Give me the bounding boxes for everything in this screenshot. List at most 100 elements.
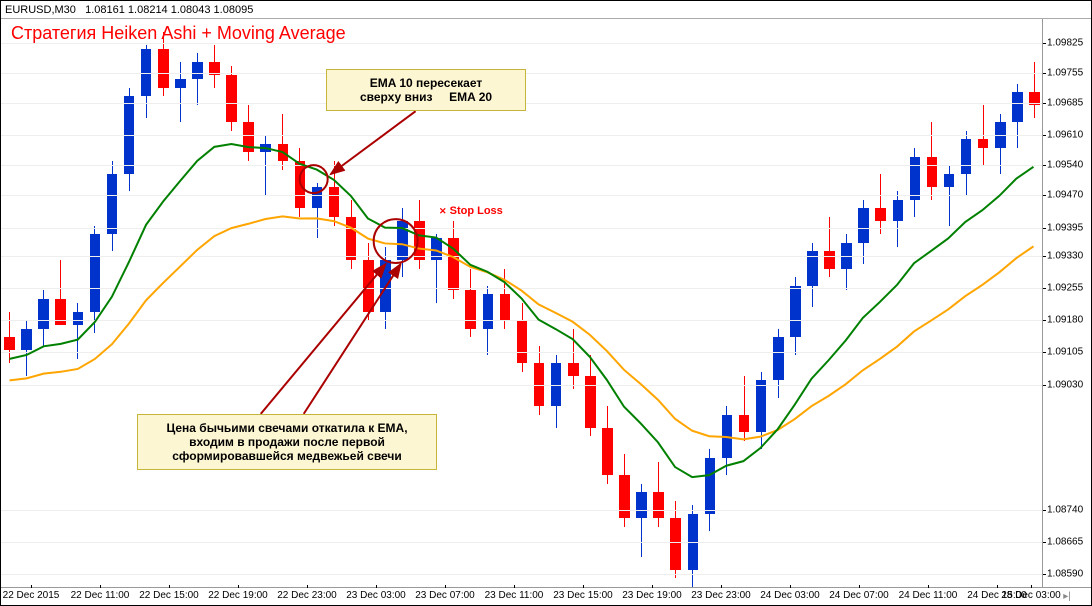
callout-line: EMA 20: [449, 90, 492, 104]
y-axis-label: 1.09540: [1047, 160, 1083, 171]
candle-body: [295, 161, 306, 208]
candle-body: [1012, 92, 1023, 122]
x-axis-label: 23 Dec 15:00: [553, 590, 613, 601]
y-axis-label: 1.09180: [1047, 315, 1083, 326]
candle-body: [619, 475, 630, 518]
y-axis-label: 1.08740: [1047, 504, 1083, 515]
candle-body: [893, 200, 904, 222]
candle-body: [517, 320, 528, 363]
x-axis-label: 22 Dec 2015: [3, 590, 60, 601]
candle-body: [944, 174, 955, 187]
candle-body: [722, 415, 733, 458]
candle-body: [175, 79, 186, 88]
candle-body: [705, 458, 716, 514]
x-axis-label: 23 Dec 19:00: [622, 590, 682, 601]
y-axis-label: 1.09470: [1047, 190, 1083, 201]
x-axis-label: 22 Dec 19:00: [208, 590, 268, 601]
candle-body: [73, 312, 84, 325]
x-axis-label: 23 Dec 03:00: [346, 590, 406, 601]
chart-title: Стратегия Heiken Ashi + Moving Average: [11, 23, 346, 44]
x-axis: 22 Dec 2015 22 Dec 11:00 22 Dec 15:00 22 De…: [1, 587, 1043, 605]
y-axis-label: 1.09685: [1047, 97, 1083, 108]
candle-body: [192, 62, 203, 79]
chart-window: EURUSD,M30 1.08161 1.08214 1.08043 1.080…: [0, 0, 1092, 606]
candle-body: [875, 208, 886, 221]
x-axis-label: 23 Dec 23:00: [691, 590, 751, 601]
candle-body: [636, 492, 647, 518]
callout-line: сверху вниз: [360, 90, 433, 104]
y-axis-label: 1.09825: [1047, 37, 1083, 48]
candle-body: [21, 329, 32, 351]
y-axis-label: 1.08665: [1047, 536, 1083, 547]
candle-body: [346, 217, 357, 260]
candle-body: [978, 139, 989, 148]
candle-body: [790, 286, 801, 338]
candle-body: [4, 337, 15, 350]
candle-wick: [282, 114, 283, 170]
candle-body: [483, 294, 494, 328]
callout-entry: Цена бычьими свечами откатила к EMA, вхо…: [137, 414, 437, 470]
x-axis-label: 22 Dec 15:00: [139, 590, 199, 601]
candle-body: [380, 260, 391, 312]
candle-body: [773, 337, 784, 380]
callout-line: входим в продажи после первой: [146, 435, 428, 449]
stop-loss-label: ✕ Stop Loss: [439, 205, 503, 217]
candle-body: [961, 139, 972, 173]
candle-body: [243, 122, 254, 152]
candle-body: [653, 492, 664, 518]
symbol-timeframe: EURUSD,M30: [5, 4, 76, 16]
candle-body: [858, 208, 869, 242]
candle-body: [38, 299, 49, 329]
candle-body: [260, 144, 271, 153]
callout-ema-cross: EMA 10 пересекает сверху вниз EMA 20: [326, 69, 526, 111]
y-axis-label: 1.09395: [1047, 222, 1083, 233]
candle-body: [158, 49, 169, 88]
candle-body: [107, 174, 118, 234]
candle-body: [90, 234, 101, 311]
candle-body: [226, 75, 237, 122]
x-axis-label: 24 Dec 11:00: [899, 590, 958, 601]
callout-line: Цена бычьими свечами откатила к EMA,: [146, 421, 428, 435]
callout-line: EMA 10 пересекает: [335, 76, 517, 90]
candle-wick: [1034, 62, 1035, 118]
candle-body: [278, 144, 289, 161]
x-axis-label: 24 Dec 07:00: [829, 590, 889, 601]
candle-body: [465, 290, 476, 329]
candle-body: [363, 260, 374, 312]
x-axis-label: 24 Dec 03:00: [760, 590, 820, 601]
candle-body: [448, 238, 459, 290]
candle-wick: [880, 174, 881, 234]
y-axis-label: 1.09255: [1047, 282, 1083, 293]
scroll-right-placeholder[interactable]: ▸|: [1043, 587, 1091, 605]
ohlc-values: 1.08161 1.08214 1.08043 1.08095: [85, 4, 253, 16]
y-axis-label: 1.09105: [1047, 347, 1083, 358]
x-axis-label: 23 Dec 11:00: [485, 590, 544, 601]
x-axis-label: 23 Dec 07:00: [415, 590, 475, 601]
candle-body: [927, 157, 938, 187]
candle-body: [500, 294, 511, 320]
y-axis-label: 1.09755: [1047, 67, 1083, 78]
chart-header: EURUSD,M30 1.08161 1.08214 1.08043 1.080…: [1, 1, 1091, 19]
x-axis-label: 22 Dec 23:00: [277, 590, 337, 601]
candle-body: [602, 428, 613, 475]
candle-body: [329, 187, 340, 217]
candle-body: [756, 380, 767, 432]
candle-body: [824, 251, 835, 268]
candle-body: [431, 238, 442, 260]
candle-body: [568, 363, 579, 376]
y-axis-label: 1.08590: [1047, 569, 1083, 580]
y-axis-label: 1.09610: [1047, 130, 1083, 141]
stop-loss-text: Stop Loss: [450, 205, 503, 217]
x-axis-label: 22 Dec 11:00: [71, 590, 130, 601]
y-axis-label: 1.09030: [1047, 379, 1083, 390]
y-axis-label: 1.09330: [1047, 250, 1083, 261]
callout-line: сформировавшейся медвежьей свечи: [146, 449, 428, 463]
candle-body: [910, 157, 921, 200]
candle-wick: [180, 62, 181, 122]
candle-body: [739, 415, 750, 432]
candle-body: [312, 187, 323, 209]
plot-area[interactable]: EMA 10 пересекает сверху вниз EMA 20 Цен…: [1, 19, 1043, 587]
y-axis: 1.08590 1.08665 1.08740 1.09030 1.09105 1.091…: [1043, 19, 1091, 587]
candle-wick: [573, 329, 574, 389]
candle-body: [670, 518, 681, 570]
